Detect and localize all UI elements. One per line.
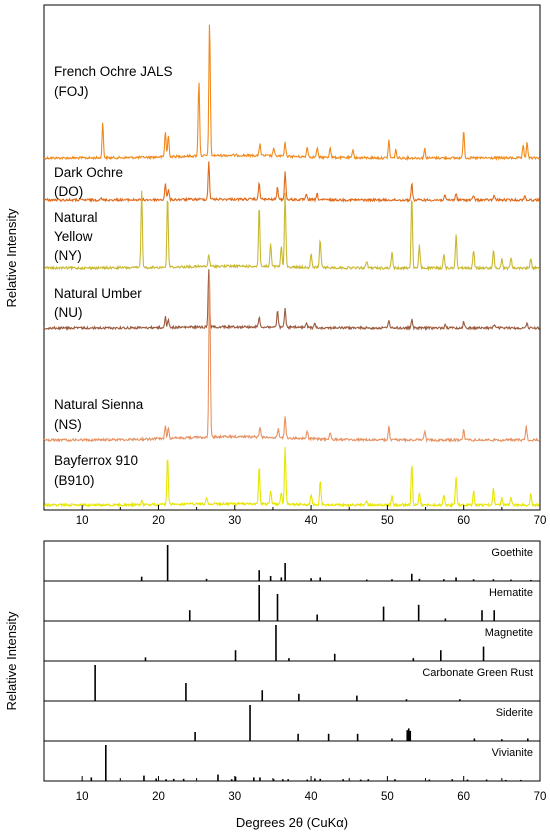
reference-vivianite: Vivianite bbox=[90, 745, 533, 781]
top-y-axis-label: Relative Intensity bbox=[4, 208, 19, 307]
series-label-bayferrox-910-b910-line-1: Bayferrox 910 bbox=[54, 453, 138, 468]
series-label-french-ochre-jals-foj-line-2: (FOJ) bbox=[54, 84, 89, 99]
bottom-x-tick-label: 50 bbox=[381, 791, 394, 803]
top-plot-frame bbox=[43, 4, 541, 511]
series-label-natural-yellow-ny-line-3: (NY) bbox=[54, 248, 82, 263]
reference-patterns-panel: Goethite Hematite Magnetite Carbonate Green… bbox=[4, 540, 547, 830]
trace-bayferrox-910-b910 bbox=[44, 446, 541, 509]
bottom-x-tick-label: 60 bbox=[457, 791, 470, 803]
series-label-natural-yellow-ny-line-2: Yellow bbox=[54, 229, 93, 244]
bottom-x-tick-label: 20 bbox=[152, 791, 165, 803]
trace-natural-sienna-ns bbox=[43, 273, 541, 444]
reference-label-carbonate-green-rust: Carbonate Green Rust bbox=[422, 667, 533, 679]
sample-patterns-panel: French Ochre JALS (FOJ) Dark Ochre (DO) Natu… bbox=[4, 4, 547, 527]
reference-label-siderite: Siderite bbox=[496, 707, 533, 719]
series-label-natural-umber-nu-line-1: Natural Umber bbox=[54, 286, 142, 301]
trace-dark-ochre-do bbox=[43, 161, 541, 203]
reference-label-hematite: Hematite bbox=[489, 587, 533, 599]
series-label-natural-yellow-ny-line-1: Natural bbox=[54, 210, 98, 225]
series-label-dark-ochre-do-line-1: Dark Ochre bbox=[54, 165, 123, 180]
top-x-tick-label: 60 bbox=[457, 515, 470, 527]
bottom-x-tick-label: 10 bbox=[76, 791, 89, 803]
top-x-tick-label: 50 bbox=[381, 515, 394, 527]
reference-hematite: Hematite bbox=[188, 585, 533, 621]
bottom-x-tick-label: 70 bbox=[534, 791, 547, 803]
top-x-tick-label: 40 bbox=[305, 515, 318, 527]
reference-label-vivianite: Vivianite bbox=[492, 747, 533, 759]
series-label-natural-sienna-ns-line-1: Natural Sienna bbox=[54, 397, 144, 412]
bottom-y-axis-label: Relative Intensity bbox=[4, 611, 19, 710]
x-axis-label: Degrees 2θ (CuKα) bbox=[236, 815, 348, 830]
reference-carbonate-green-rust: Carbonate Green Rust bbox=[94, 665, 533, 701]
bottom-x-tick-label: 40 bbox=[305, 791, 318, 803]
reference-label-goethite: Goethite bbox=[491, 547, 533, 559]
trace-natural-umber-nu bbox=[43, 269, 541, 332]
series-label-dark-ochre-do-line-2: (DO) bbox=[54, 184, 83, 199]
top-x-tick-label: 20 bbox=[152, 515, 165, 527]
series-label-french-ochre-jals-foj-line-1: French Ochre JALS bbox=[54, 64, 173, 79]
bottom-x-tick-label: 30 bbox=[228, 791, 241, 803]
series-label-bayferrox-910-b910-line-2: (B910) bbox=[54, 473, 95, 488]
trace-french-ochre-jals-foj bbox=[43, 24, 541, 162]
reference-magnetite: Magnetite bbox=[144, 625, 533, 661]
trace-natural-yellow-ny bbox=[43, 190, 541, 272]
top-x-tick-label: 30 bbox=[228, 515, 241, 527]
series-label-natural-sienna-ns-line-2: (NS) bbox=[54, 417, 82, 432]
reference-siderite: Siderite bbox=[194, 705, 533, 741]
reference-goethite: Goethite bbox=[140, 545, 533, 581]
top-x-tick-label: 70 bbox=[534, 515, 547, 527]
top-x-tick-label: 10 bbox=[76, 515, 89, 527]
series-label-natural-umber-nu-line-2: (NU) bbox=[54, 305, 83, 320]
reference-label-magnetite: Magnetite bbox=[485, 627, 533, 639]
